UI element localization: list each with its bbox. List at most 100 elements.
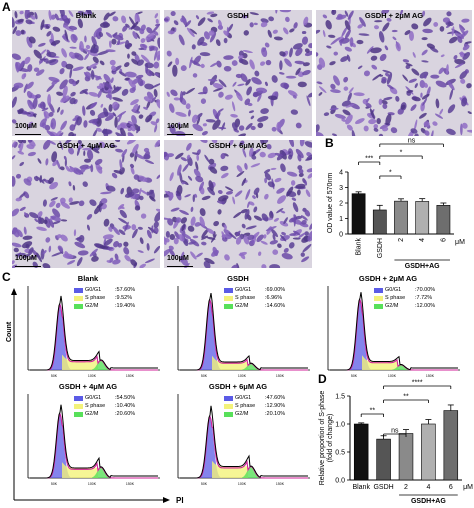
cell-mark <box>12 260 15 265</box>
x-tick-label: 6 <box>440 238 447 242</box>
cell-mark <box>439 108 444 115</box>
cell-mark <box>363 70 371 77</box>
cell-mark <box>297 81 307 88</box>
cell-mark <box>271 75 278 83</box>
cell-mark <box>23 83 28 93</box>
bar <box>421 423 436 481</box>
cell-mark <box>335 14 347 20</box>
cell-mark <box>298 232 306 239</box>
cell-mark <box>167 61 173 67</box>
cell-mark <box>109 257 114 263</box>
y-tick-label: 3 <box>339 185 343 192</box>
cell-mark <box>13 82 24 89</box>
cell-mark <box>145 114 153 123</box>
cell-mark <box>285 16 290 23</box>
cell-mark <box>232 81 237 87</box>
significance-label: *** <box>365 156 373 163</box>
cell-mark <box>288 242 295 249</box>
cell-mark <box>84 166 92 170</box>
cell-mark <box>209 32 217 43</box>
cell-mark <box>33 49 42 59</box>
bar <box>398 433 414 481</box>
cell-mark <box>192 235 199 239</box>
cell-mark <box>51 251 63 257</box>
cell-mark <box>59 79 68 90</box>
cell-mark <box>145 69 153 77</box>
legend-row: S phase:6.96% <box>224 294 285 302</box>
cell-mark <box>140 213 147 219</box>
cell-mark <box>196 117 201 126</box>
cell-mark <box>358 33 370 36</box>
flow-title: GSDH + 4μM AG <box>58 382 118 391</box>
cell-mark <box>273 217 280 222</box>
cell-mark <box>213 220 220 227</box>
cell-mark <box>304 48 310 53</box>
cell-mark <box>122 25 128 32</box>
cell-mark <box>150 96 157 104</box>
cell-mark <box>275 10 278 14</box>
y-tick-label: 1 <box>339 216 343 223</box>
significance-label: ** <box>370 408 376 415</box>
cell-mark <box>96 85 103 90</box>
cell-mark <box>344 10 349 17</box>
cell-mark <box>344 20 351 31</box>
cell-mark <box>86 224 90 231</box>
cell-mark <box>156 174 160 180</box>
cell-mark <box>97 50 110 56</box>
cell-mark <box>274 177 282 183</box>
fit-curve <box>30 412 158 479</box>
cell-mark <box>264 193 269 200</box>
cell-mark <box>68 181 72 187</box>
cell-mark <box>245 189 251 200</box>
cell-mark <box>129 132 134 136</box>
x-tick-label: 100K <box>88 374 97 378</box>
legend-swatch <box>74 411 83 417</box>
cell-mark <box>466 129 472 133</box>
cell-mark <box>305 189 311 198</box>
cell-mark <box>220 153 226 160</box>
bar <box>372 209 387 235</box>
cell-mark <box>235 73 243 79</box>
cell-mark <box>423 82 429 88</box>
cell-mark <box>100 103 104 108</box>
cell-mark <box>34 218 39 223</box>
cell-mark <box>103 12 110 21</box>
cell-mark <box>95 127 102 132</box>
cell-mark <box>72 82 77 87</box>
flow-title: GSDH + 6μM AG <box>208 382 268 391</box>
cell-mark <box>221 172 229 179</box>
cell-mark <box>197 17 206 27</box>
cell-mark <box>208 158 215 165</box>
y-axis-label-line: (fold of change) <box>327 414 334 463</box>
cell-mark <box>27 121 34 129</box>
cell-mark <box>304 231 309 236</box>
cell-mark <box>295 67 301 76</box>
cell-mark <box>164 152 168 158</box>
x-tick-label: 150K <box>126 374 135 378</box>
cell-mark <box>134 153 146 160</box>
cell-mark <box>270 210 274 217</box>
cell-mark <box>88 92 99 97</box>
y-tick-label: 0 <box>339 232 343 239</box>
cell-mark <box>379 53 387 61</box>
cell-mark <box>192 123 203 132</box>
cell-mark <box>322 14 328 19</box>
cell-mark <box>144 258 155 264</box>
cell-mark <box>118 229 126 235</box>
cell-mark <box>164 217 171 221</box>
cell-mark <box>316 29 321 35</box>
cell-mark <box>368 118 377 125</box>
cell-mark <box>411 23 419 30</box>
cell-mark <box>447 104 456 114</box>
legend-row: G2/M:19.40% <box>74 302 135 310</box>
cell-mark <box>26 36 33 48</box>
cell-mark <box>146 191 150 196</box>
cell-mark <box>326 45 332 49</box>
cell-mark <box>307 92 312 98</box>
scale-bar <box>167 133 193 135</box>
cell-mark <box>180 65 187 72</box>
cell-mark <box>260 108 269 114</box>
legend-row: G0/G1:57.60% <box>74 286 135 294</box>
x-tick-label: 100K <box>388 374 397 378</box>
histogram-curve <box>180 292 308 371</box>
